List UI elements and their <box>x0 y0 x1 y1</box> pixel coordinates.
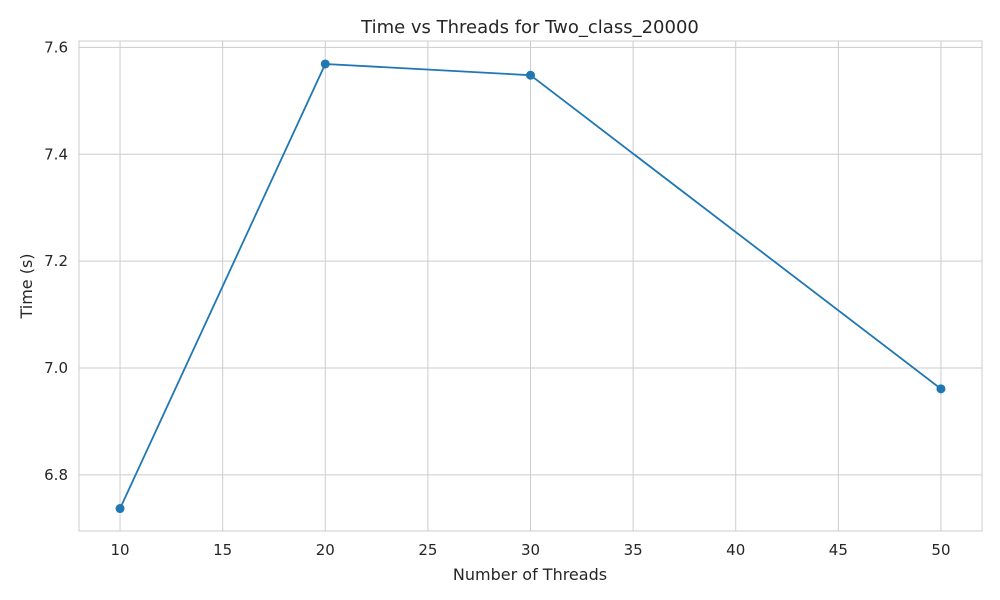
series-layer <box>115 59 946 514</box>
x-tick-label: 40 <box>726 541 745 559</box>
y-tick-label: 7.6 <box>44 38 68 56</box>
data-point-30[interactable] <box>526 70 535 80</box>
x-tick-label: 10 <box>110 541 129 559</box>
y-tick-label: 7.0 <box>44 359 68 377</box>
y-tick-label: 6.8 <box>44 466 68 484</box>
y-axis-label: Time (s) <box>17 253 36 319</box>
y-tick-label: 7.4 <box>44 145 68 163</box>
x-tick-label: 45 <box>829 541 848 559</box>
data-point-20[interactable] <box>320 59 330 69</box>
x-tick-label: 25 <box>418 541 437 559</box>
plot-frame <box>78 40 983 532</box>
x-tick-label: 50 <box>931 541 950 559</box>
tick-labels: 10 15 20 25 30 35 40 45 50 6.8 7.0 7.2 7.4 7.6 <box>44 38 950 559</box>
x-tick-label: 20 <box>316 541 335 559</box>
x-tick-label: 15 <box>213 541 232 559</box>
series-line <box>119 63 942 509</box>
grid <box>79 41 982 531</box>
x-tick-label: 30 <box>521 541 540 559</box>
data-point-10[interactable] <box>115 504 125 514</box>
x-axis-label: Number of Threads <box>453 565 607 584</box>
x-tick-label: 35 <box>624 541 643 559</box>
data-point-50[interactable] <box>936 384 946 394</box>
chart-title: Time vs Threads for Two_class_20000 <box>360 17 699 38</box>
y-tick-label: 7.2 <box>44 252 68 270</box>
